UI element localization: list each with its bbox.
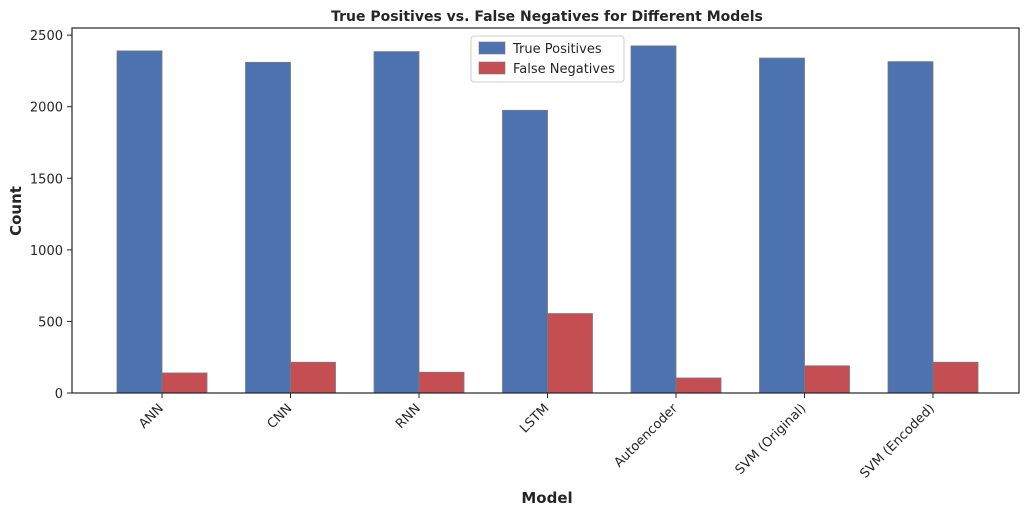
x-tick-label: RNN bbox=[393, 401, 424, 432]
false-negatives-bar-4 bbox=[675, 377, 722, 394]
true-positives-bar-1 bbox=[245, 61, 291, 394]
x-tick-label: Autoencoder bbox=[611, 401, 681, 471]
true-positives-bar-2 bbox=[373, 51, 420, 394]
true-positives-bar-4 bbox=[630, 45, 677, 394]
false-negatives-bar-0 bbox=[161, 372, 208, 394]
legend: True Positives False Negatives bbox=[470, 35, 625, 83]
false-negatives-bar-1 bbox=[290, 361, 336, 394]
y-tick-label: 2500 bbox=[30, 29, 63, 44]
chart-title: True Positives vs. False Negatives for D… bbox=[331, 9, 763, 25]
y-tick-label: 500 bbox=[38, 315, 63, 330]
false-negatives-bar-5 bbox=[804, 365, 850, 394]
x-tick-label: ANN bbox=[136, 401, 167, 432]
true-positives-bar-6 bbox=[887, 61, 934, 394]
x-tick-label: LSTM bbox=[517, 401, 552, 436]
true-positives-bar-5 bbox=[759, 57, 805, 394]
y-tick-label: 1000 bbox=[30, 244, 63, 259]
x-tick-label: CNN bbox=[265, 401, 296, 432]
y-tick-label: 1500 bbox=[30, 172, 63, 187]
false-negatives-bar-3 bbox=[547, 313, 593, 394]
legend-entry-label: False Negatives bbox=[513, 62, 615, 77]
false-negatives-bar-6 bbox=[932, 361, 979, 394]
true-positives-bar-0 bbox=[116, 50, 163, 394]
false-negatives-bar-2 bbox=[418, 371, 465, 394]
plot-area: 0 500 1000 1500 2000 2500 ANN CNN RNN LSTM Autoenc… bbox=[30, 29, 979, 482]
true-positives-bar-3 bbox=[502, 109, 548, 394]
x-tick-label: SVM (Encoded) bbox=[857, 401, 937, 481]
legend-swatch bbox=[478, 41, 506, 55]
x-axis-label: Model bbox=[521, 489, 572, 507]
legend-box bbox=[470, 35, 625, 83]
legend-entry-label: True Positives bbox=[512, 42, 602, 57]
y-axis-label: Count bbox=[7, 186, 25, 236]
legend-swatch bbox=[478, 61, 506, 75]
y-tick-label: 2000 bbox=[30, 101, 63, 116]
y-tick-label: 0 bbox=[55, 387, 63, 402]
x-tick-label: SVM (Original) bbox=[733, 401, 810, 478]
plot-frame bbox=[71, 27, 1020, 394]
